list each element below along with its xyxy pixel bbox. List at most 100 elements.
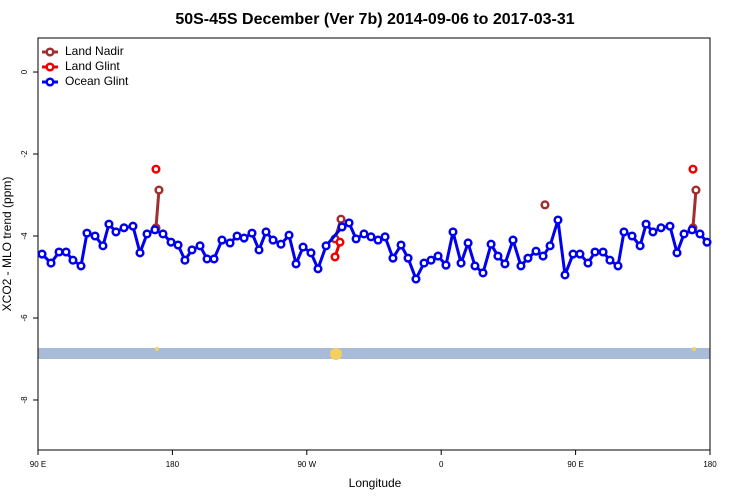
point xyxy=(142,229,152,239)
point xyxy=(456,258,466,268)
x-tick-label: 90 E xyxy=(567,460,583,469)
point xyxy=(470,261,480,271)
point xyxy=(98,241,108,251)
point xyxy=(202,254,212,264)
point xyxy=(553,215,563,225)
x-tick-label: 0 xyxy=(439,460,444,469)
point xyxy=(411,274,421,284)
point xyxy=(516,261,526,271)
legend-marker xyxy=(45,47,55,57)
point xyxy=(396,240,406,250)
point xyxy=(68,255,78,265)
point xyxy=(613,261,623,271)
point xyxy=(46,258,56,268)
point xyxy=(135,248,145,258)
point xyxy=(500,259,510,269)
band-marker xyxy=(155,347,159,351)
point xyxy=(54,247,64,257)
point xyxy=(232,231,242,241)
point xyxy=(388,253,398,263)
point xyxy=(76,261,86,271)
point xyxy=(665,221,675,231)
point xyxy=(648,227,658,237)
point xyxy=(373,235,383,245)
point xyxy=(635,241,645,251)
point xyxy=(291,259,301,269)
point xyxy=(61,247,71,257)
point xyxy=(560,270,570,280)
point xyxy=(284,230,294,240)
point xyxy=(605,255,615,265)
point xyxy=(486,239,496,249)
point xyxy=(478,268,488,278)
point xyxy=(158,229,168,239)
point xyxy=(426,255,436,265)
point xyxy=(702,237,712,247)
chart-title: 50S-45S December (Ver 7b) 2014-09-06 to … xyxy=(175,11,574,28)
point xyxy=(217,235,227,245)
y-tick-label: -6 xyxy=(20,314,29,322)
point xyxy=(672,248,682,258)
point xyxy=(351,234,361,244)
point xyxy=(261,227,271,237)
point xyxy=(531,246,541,256)
point xyxy=(590,247,600,257)
point xyxy=(337,222,347,232)
x-tick-label: 90 E xyxy=(30,460,46,469)
point xyxy=(627,231,637,241)
band-marker xyxy=(692,347,696,351)
point xyxy=(330,252,340,262)
point xyxy=(336,214,346,224)
point xyxy=(128,221,138,231)
point xyxy=(313,264,323,274)
point xyxy=(538,251,548,261)
band-marker xyxy=(330,348,342,360)
point xyxy=(187,245,197,255)
point xyxy=(380,232,390,242)
point xyxy=(433,251,443,261)
point xyxy=(448,227,458,237)
point xyxy=(688,164,698,174)
point xyxy=(691,185,701,195)
y-axis-label: XCO2 - MLO trend (ppm) xyxy=(0,177,14,312)
point xyxy=(298,242,308,252)
point xyxy=(195,241,205,251)
point xyxy=(403,253,413,263)
point xyxy=(268,235,278,245)
point xyxy=(366,232,376,242)
legend-marker xyxy=(45,62,55,72)
point xyxy=(225,238,235,248)
point xyxy=(508,235,518,245)
point xyxy=(575,249,585,259)
y-tick-label: -4 xyxy=(20,232,29,240)
point xyxy=(90,231,100,241)
point xyxy=(154,185,164,195)
x-tick-label: 90 W xyxy=(297,460,316,469)
point xyxy=(209,254,219,264)
point xyxy=(540,200,550,210)
legend-label: Land Nadir xyxy=(65,44,124,58)
point xyxy=(104,219,114,229)
point xyxy=(545,241,555,251)
point xyxy=(321,241,331,251)
y-tick-label: -8 xyxy=(20,396,29,404)
point xyxy=(598,247,608,257)
point xyxy=(239,233,249,243)
point xyxy=(344,218,354,228)
x-tick-label: 180 xyxy=(703,460,717,469)
point xyxy=(166,237,176,247)
point xyxy=(276,239,286,249)
point xyxy=(247,228,257,238)
point xyxy=(493,251,503,261)
point xyxy=(619,227,629,237)
legend-label: Land Glint xyxy=(65,59,120,73)
point xyxy=(463,238,473,248)
point xyxy=(441,260,451,270)
point xyxy=(679,229,689,239)
point xyxy=(695,229,705,239)
point xyxy=(687,225,697,235)
point xyxy=(180,255,190,265)
legend-label: Ocean Glint xyxy=(65,74,129,88)
band xyxy=(38,348,710,359)
